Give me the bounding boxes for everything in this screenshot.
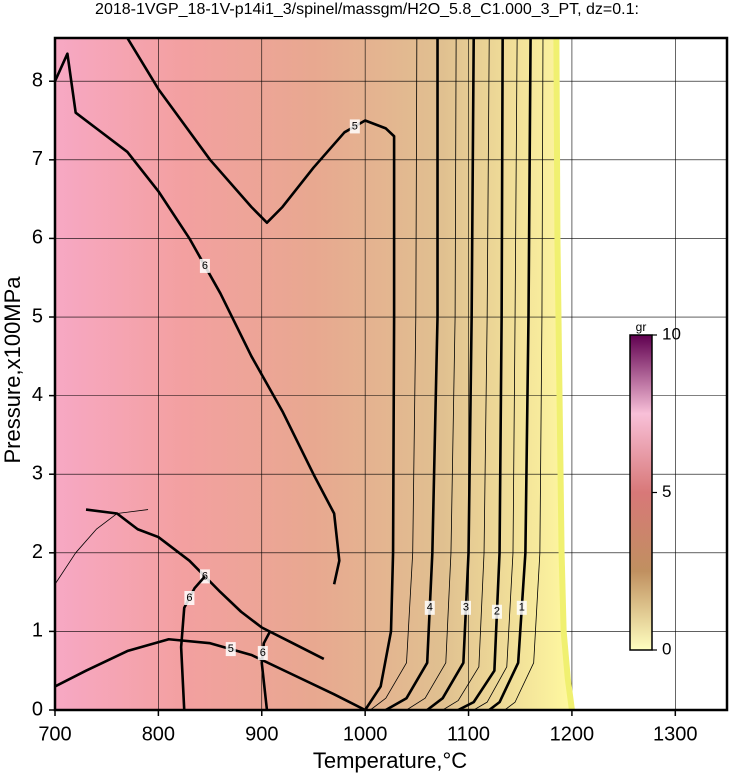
y-tick-label: 7 (32, 148, 43, 170)
x-tick-label: 800 (142, 723, 175, 745)
axes: 700 800 900 1000 1100 1200 1300 0 1 2 3 4 5 6 7 8 0 5 10 gr (32, 36, 729, 745)
contour-line (553, 38, 575, 710)
contour-label-bg (184, 591, 195, 605)
contour-label: 4 (427, 602, 433, 614)
contour-line (504, 38, 544, 710)
contour-line (179, 575, 206, 710)
contour-line (442, 38, 490, 710)
colorbar-label: gr (636, 320, 647, 334)
contour-label-bg (516, 600, 527, 615)
x-tick-label: 1200 (550, 723, 595, 745)
y-tick-label: 8 (32, 70, 43, 92)
colorbar-tick-label: 0 (662, 639, 671, 658)
y-tick-label: 0 (32, 698, 43, 720)
x-tick-label: 1300 (653, 723, 698, 745)
contour-label-bg (225, 642, 236, 657)
y-tick-label: 3 (32, 462, 43, 484)
contour-label: 6 (260, 647, 266, 659)
contour-label: 6 (202, 570, 208, 582)
contour-label: 1 (519, 602, 525, 614)
contour-line (370, 38, 418, 710)
contour-label: 6 (202, 260, 208, 272)
contour-label-bg (460, 600, 471, 615)
x-tick-label: 1000 (343, 723, 388, 745)
contour-label: 3 (463, 602, 469, 614)
filled-region (55, 38, 572, 710)
contour-label-bg (424, 600, 435, 615)
y-tick-label: 1 (32, 620, 43, 642)
colorbar-tick-label: 5 (662, 482, 671, 501)
y-tick-label: 6 (32, 227, 43, 249)
contour-label: 5 (228, 643, 234, 655)
colorbar-tick-label: 10 (662, 324, 681, 343)
contour-label-bg (491, 604, 502, 619)
contour-line (55, 509, 149, 585)
y-tick-label: 2 (32, 541, 43, 563)
contour-label-bg (257, 646, 268, 661)
x-tick-label: 1100 (447, 723, 490, 745)
contour-label: 6 (186, 592, 192, 604)
colorbar (629, 334, 653, 651)
contour-line (55, 637, 366, 710)
contour-label: 5 (352, 120, 358, 132)
y-tick-label: 5 (32, 305, 43, 327)
x-axis-label: Temperature,°C (313, 748, 467, 773)
x-tick-label: 700 (38, 723, 71, 745)
contour-label: 2 (494, 606, 500, 618)
contour-label-bg (349, 119, 360, 134)
y-tick-label: 4 (32, 384, 43, 406)
plot-frame (53, 36, 729, 712)
fill-layer (55, 38, 572, 710)
x-tick-label: 900 (245, 723, 278, 745)
contour-line (473, 38, 518, 710)
contour-line (406, 38, 457, 710)
contour-label-bg (199, 258, 210, 273)
y-axis-label: Pressure,x100MPa (0, 276, 25, 464)
chart-title: 2018-1VGP_18-1V-p14i1_3/spinel/massgm/H2… (95, 1, 639, 18)
